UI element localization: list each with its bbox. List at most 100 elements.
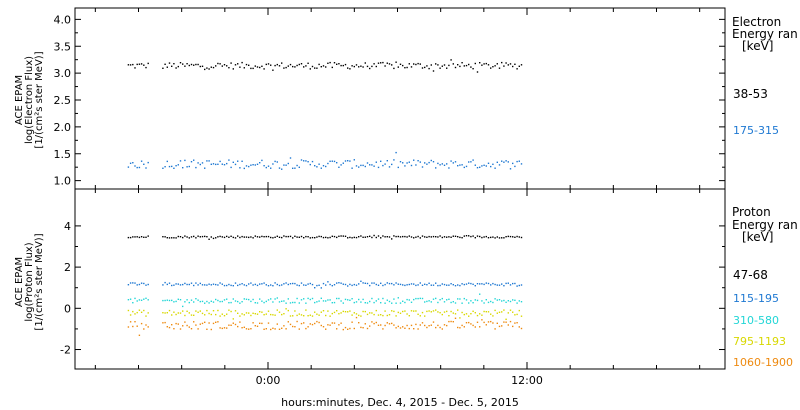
data-point-38-53 (197, 63, 199, 66)
data-point-175-315 (459, 164, 461, 166)
data-point-795-1193 (195, 310, 197, 312)
data-point-47-68 (428, 235, 430, 238)
data-point-115-195 (316, 284, 318, 287)
data-point-38-53 (232, 68, 234, 70)
data-point-47-68 (145, 236, 147, 238)
data-point-115-195 (143, 282, 145, 285)
data-point-38-53 (243, 67, 245, 69)
data-point-47-68 (452, 235, 454, 237)
data-point-310-580 (468, 302, 470, 304)
data-point-310-580 (166, 299, 168, 301)
data-point-175-315 (314, 165, 316, 167)
data-point-47-68 (437, 236, 439, 238)
data-point-1060-1900 (518, 326, 520, 328)
data-point-115-195 (305, 284, 307, 286)
data-point-115-195 (342, 283, 344, 285)
data-point-47-68 (399, 236, 402, 238)
data-point-115-195 (514, 282, 516, 285)
data-point-795-1193 (472, 310, 474, 312)
data-point-115-195 (217, 284, 219, 286)
data-point-175-315 (402, 162, 404, 164)
data-point-38-53 (140, 63, 143, 65)
data-point-47-68 (351, 237, 353, 239)
data-point-38-53 (388, 63, 391, 65)
data-point-38-53 (168, 62, 171, 64)
data-point-175-315 (250, 164, 252, 166)
data-point-1060-1900 (138, 334, 141, 336)
data-point-38-53 (226, 65, 228, 67)
data-point-115-195 (145, 284, 147, 286)
data-point-175-315 (184, 159, 186, 162)
data-point-47-68 (143, 236, 145, 238)
data-point-175-315 (487, 162, 490, 164)
data-point-115-195 (395, 282, 397, 284)
data-point-1060-1900 (353, 327, 355, 330)
data-point-175-315 (305, 160, 307, 162)
data-point-47-68 (468, 235, 470, 237)
data-point-795-1193 (164, 312, 166, 314)
data-point-38-53 (329, 61, 331, 64)
proton-legend-title: Proton (732, 205, 771, 219)
data-point-38-53 (413, 63, 415, 65)
proton-legend-series-4: 1060-1900 (733, 356, 793, 369)
data-point-38-53 (175, 67, 177, 69)
data-point-38-53 (210, 66, 212, 68)
data-point-38-53 (349, 68, 351, 70)
data-point-310-580 (404, 301, 406, 304)
data-point-38-53 (351, 65, 353, 67)
data-point-310-580 (355, 301, 358, 303)
data-point-1060-1900 (360, 326, 362, 329)
data-point-47-68 (212, 237, 215, 240)
data-point-175-315 (143, 163, 145, 165)
data-point-175-315 (164, 166, 166, 168)
data-point-175-315 (303, 160, 305, 162)
data-point-38-53 (397, 66, 399, 68)
data-point-38-53 (333, 62, 336, 64)
data-point-175-315 (384, 163, 386, 165)
data-point-175-315 (259, 162, 261, 164)
data-point-115-195 (397, 283, 399, 285)
data-point-115-195 (243, 284, 245, 286)
data-point-1060-1900 (241, 327, 243, 329)
data-point-115-195 (188, 283, 190, 286)
data-point-310-580 (274, 298, 276, 300)
data-point-115-195 (443, 283, 446, 286)
data-point-310-580 (221, 300, 223, 303)
data-point-310-580 (446, 299, 448, 301)
data-point-795-1193 (204, 314, 206, 316)
data-point-115-195 (204, 284, 206, 286)
data-point-38-53 (424, 66, 426, 69)
data-point-175-315 (364, 165, 366, 168)
data-point-1060-1900 (127, 326, 130, 328)
data-point-795-1193 (186, 310, 188, 312)
data-point-115-195 (388, 282, 391, 285)
data-point-310-580 (245, 298, 248, 300)
data-point-310-580 (509, 300, 512, 303)
data-point-1060-1900 (358, 322, 360, 324)
data-point-38-53 (281, 62, 283, 64)
data-point-1060-1900 (419, 324, 421, 326)
data-point-175-315 (243, 167, 245, 170)
data-point-175-315 (481, 165, 483, 167)
data-point-795-1193 (272, 314, 274, 316)
data-point-47-68 (520, 236, 523, 239)
data-point-795-1193 (300, 314, 303, 316)
y-tick-label: 3.5 (54, 40, 72, 53)
data-point-47-68 (234, 237, 237, 239)
data-point-795-1193 (388, 314, 391, 316)
data-point-38-53 (201, 65, 204, 67)
data-point-1060-1900 (276, 323, 278, 325)
data-point-175-315 (241, 160, 243, 162)
data-point-175-315 (307, 161, 309, 163)
data-point-115-195 (485, 282, 487, 284)
data-point-115-195 (349, 283, 351, 286)
data-point-1060-1900 (474, 326, 476, 328)
data-point-1060-1900 (459, 327, 461, 329)
data-point-1060-1900 (443, 324, 446, 326)
data-point-175-315 (193, 159, 195, 161)
data-point-175-315 (292, 167, 294, 169)
data-point-1060-1900 (391, 322, 393, 325)
data-point-310-580 (309, 298, 311, 301)
data-point-795-1193 (248, 312, 250, 314)
data-point-1060-1900 (300, 322, 303, 325)
